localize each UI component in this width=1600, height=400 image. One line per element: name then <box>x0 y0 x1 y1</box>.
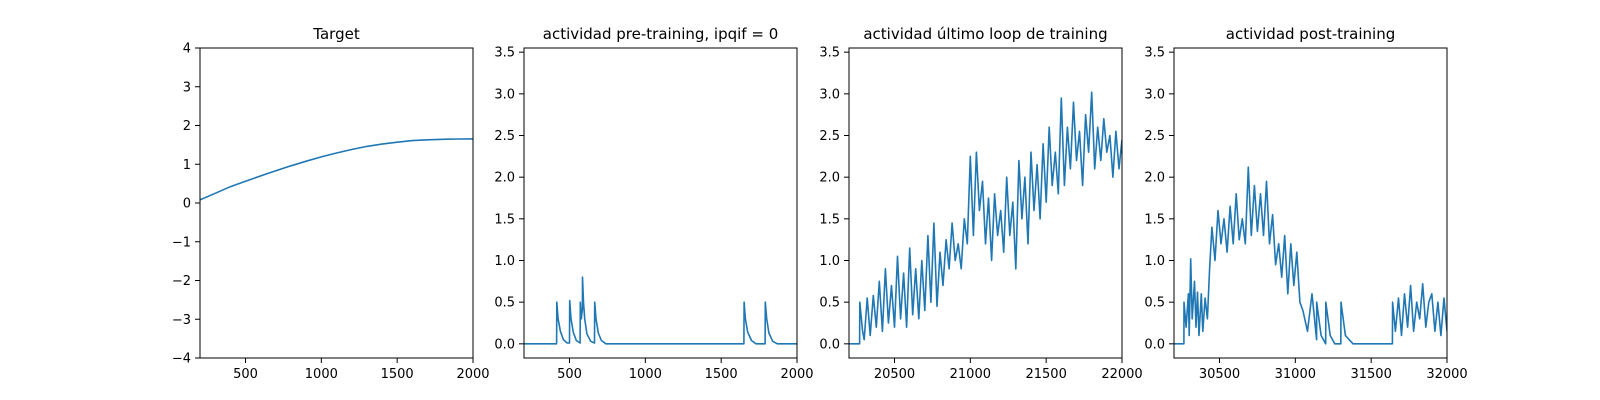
y-tick-label: 2.0 <box>1144 171 1165 186</box>
series-line-1 <box>200 138 473 201</box>
subplot-title: Target <box>312 25 360 43</box>
subplot-title: actividad post-training <box>1226 25 1395 43</box>
y-tick-label: 0.0 <box>819 337 840 352</box>
x-tick-label: 1000 <box>305 367 338 382</box>
x-tick-label: 32000 <box>1426 367 1467 382</box>
y-tick-label: 1 <box>183 158 191 173</box>
y-tick-label: −3 <box>172 313 191 328</box>
y-tick-label: 0.0 <box>494 337 515 352</box>
y-tick-label: 0.5 <box>1144 296 1165 311</box>
x-tick-label: 21500 <box>1025 367 1066 382</box>
subplot-2: actividad pre-training, ipqif = 0 500 1000… <box>494 25 813 382</box>
y-tick-label: −2 <box>172 274 191 289</box>
x-tick-label: 22000 <box>1101 367 1142 382</box>
x-tick-label: 500 <box>557 367 582 382</box>
y-tick-label: 2.5 <box>1144 129 1165 144</box>
y-tick-label: 0 <box>183 197 191 212</box>
y-tick-label: 0.5 <box>819 296 840 311</box>
y-tick-label: 0.0 <box>1144 337 1165 352</box>
y-tick-label: 4 <box>183 42 191 57</box>
y-tick-label: 3 <box>183 80 191 95</box>
y-tick-label: 2.5 <box>819 129 840 144</box>
axes-frame <box>1173 47 1448 359</box>
subplot-title: actividad pre-training, ipqif = 0 <box>543 25 779 43</box>
series-line-1 <box>1174 166 1447 345</box>
x-tick-label: 1500 <box>705 367 738 382</box>
y-tick-label: 1.0 <box>1144 254 1165 269</box>
y-tick-label: 2.0 <box>494 171 515 186</box>
x-tick-label: 2000 <box>456 367 489 382</box>
y-tick-label: 1.0 <box>494 254 515 269</box>
x-tick-label: 500 <box>233 367 258 382</box>
y-tick-label: 1.5 <box>1144 212 1165 227</box>
series-line-1 <box>849 91 1122 345</box>
axes-frame <box>523 47 798 359</box>
y-tick-label: −4 <box>172 352 191 367</box>
y-tick-label: 3.0 <box>819 87 840 102</box>
y-tick-label: 3.0 <box>494 87 515 102</box>
x-tick-label: 31000 <box>1275 367 1316 382</box>
y-tick-label: 0.5 <box>494 296 515 311</box>
x-tick-label: 1000 <box>629 367 662 382</box>
axes-frame <box>848 47 1123 359</box>
series-line-1 <box>524 276 797 345</box>
y-tick-label: 3.0 <box>1144 87 1165 102</box>
y-tick-label: 2 <box>183 119 191 134</box>
y-tick-label: 3.5 <box>1144 46 1165 61</box>
subplot-4: actividad post-training 30500 31000 31500 32… <box>1144 25 1467 382</box>
x-tick-label: 30500 <box>1199 367 1240 382</box>
x-tick-label: 1500 <box>381 367 414 382</box>
y-tick-label: 3.5 <box>819 46 840 61</box>
x-tick-label: 20500 <box>874 367 915 382</box>
x-tick-label: 21000 <box>950 367 991 382</box>
y-tick-label: 3.5 <box>494 46 515 61</box>
y-tick-label: 2.5 <box>494 129 515 144</box>
y-tick-label: 1.5 <box>494 212 515 227</box>
subplot-3: actividad último loop de training 20500 21… <box>819 25 1142 382</box>
x-tick-label: 2000 <box>780 367 813 382</box>
x-tick-label: 31500 <box>1350 367 1391 382</box>
axes-frame <box>199 47 474 359</box>
y-tick-label: 2.0 <box>819 171 840 186</box>
subplot-title: actividad último loop de training <box>863 25 1107 43</box>
y-tick-label: 1.0 <box>819 254 840 269</box>
y-tick-label: 1.5 <box>819 212 840 227</box>
y-tick-label: −1 <box>172 235 191 250</box>
subplot-1: Target 500 1000 1500 2000 −4 −3 −2 −1 0 1 2 3 4 <box>172 25 490 382</box>
